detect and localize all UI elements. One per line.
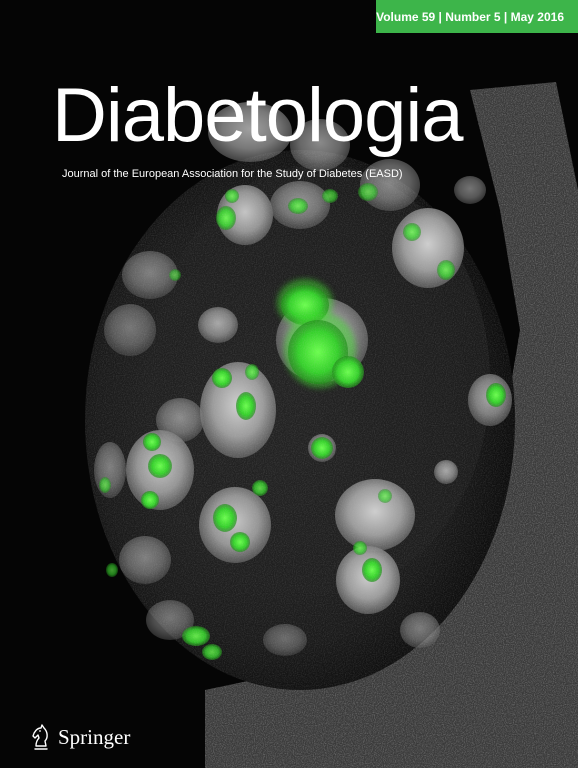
chess-knight-icon (32, 724, 48, 750)
issue-info-text: Volume 59 | Number 5 | May 2016 (376, 9, 564, 24)
journal-subtitle: Journal of the European Association for … (62, 168, 403, 180)
issue-info-banner: Volume 59 | Number 5 | May 2016 (376, 0, 578, 33)
tissue-texture (85, 150, 515, 690)
publisher-name: Springer (58, 724, 131, 749)
tissue-sheet-texture (205, 82, 578, 768)
publisher-logo: Springer (30, 722, 130, 752)
journal-title: Diabetologia (52, 73, 464, 158)
